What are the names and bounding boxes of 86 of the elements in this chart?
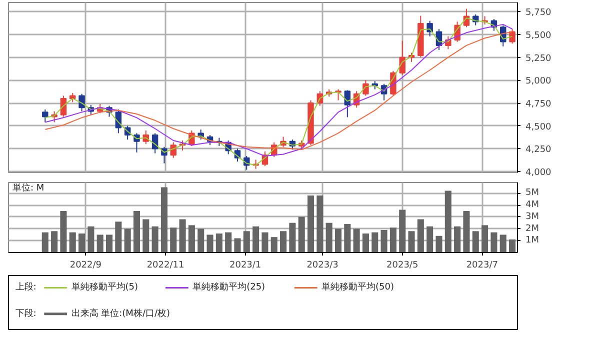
x-tick-label: 2023/1 — [230, 260, 262, 270]
bar — [344, 224, 351, 252]
bar — [42, 232, 48, 252]
bar — [270, 237, 278, 252]
legend-label: 単純移動平均(50) — [322, 282, 394, 293]
bar — [152, 226, 158, 252]
bar — [289, 222, 296, 252]
bar — [307, 196, 314, 252]
y-tick-label: 2M — [526, 224, 539, 234]
candlestick — [60, 95, 67, 118]
bar — [234, 238, 241, 252]
candlestick — [344, 90, 351, 118]
y-tick-label: 4,250 — [526, 145, 552, 156]
bar — [78, 234, 86, 252]
bar — [362, 234, 369, 252]
candlestick — [362, 80, 369, 96]
bar — [316, 196, 324, 252]
x-tick-label: 2023/3 — [306, 260, 338, 270]
bar — [417, 219, 424, 252]
bar — [280, 231, 287, 252]
legend-title: 下段: — [15, 308, 36, 319]
x-tick-label: 2023/5 — [386, 260, 418, 270]
legend-label: 単純移動平均(5) — [71, 282, 138, 293]
bar — [243, 231, 250, 252]
bar — [426, 226, 434, 252]
y-tick-label: 4,750 — [526, 100, 552, 110]
bar — [399, 210, 406, 252]
bar — [454, 226, 461, 252]
bar — [380, 230, 388, 252]
bar — [444, 190, 452, 252]
bar — [198, 228, 204, 252]
candlestick — [78, 93, 85, 112]
bar — [142, 219, 150, 252]
y-tick-label: 5,000 — [526, 76, 552, 87]
bar — [298, 216, 305, 252]
bar — [390, 228, 396, 252]
candlestick — [42, 108, 48, 123]
candlestick — [509, 28, 516, 44]
bar — [490, 232, 498, 252]
candlestick — [399, 40, 406, 76]
bar — [225, 232, 232, 252]
bar — [353, 228, 360, 252]
bar — [60, 210, 67, 252]
bar — [334, 228, 342, 252]
bar — [436, 236, 442, 252]
bar — [179, 219, 186, 252]
bar — [124, 228, 131, 252]
y-tick-label: 5,250 — [526, 54, 552, 64]
bar — [106, 234, 113, 252]
y-tick-label: 4,500 — [526, 122, 552, 132]
bar — [500, 234, 506, 252]
legend-label: 単純移動平均(25) — [192, 282, 266, 293]
x-tick-label: 2022/9 — [70, 260, 102, 270]
bar — [96, 234, 104, 252]
bar — [170, 228, 177, 252]
bar — [262, 232, 268, 252]
bar — [51, 231, 58, 252]
bar — [69, 232, 76, 252]
y-tick-label: 4,000 — [526, 168, 552, 178]
bar — [326, 222, 332, 252]
annotation: 単位: M — [12, 182, 44, 194]
x-tick-label: 2022/11 — [146, 260, 184, 270]
bar — [252, 226, 260, 252]
bar — [372, 232, 378, 252]
bar — [216, 234, 222, 252]
y-tick-label: 4M — [526, 200, 539, 210]
bar — [482, 225, 488, 252]
bar — [206, 234, 214, 252]
legend-title: 上段: — [15, 282, 36, 293]
bar — [160, 187, 168, 252]
y-tick-label: 5,750 — [526, 8, 552, 18]
bar — [133, 210, 140, 252]
bar — [508, 239, 516, 252]
y-tick-label: 3M — [526, 212, 539, 222]
candlestick — [70, 92, 76, 103]
x-tick-label: 2023/7 — [466, 260, 498, 270]
y-tick-label: 5,500 — [526, 30, 552, 41]
bar — [115, 222, 122, 252]
bar — [408, 231, 415, 252]
y-tick-label: 5M — [526, 188, 539, 198]
bar — [188, 225, 195, 252]
bar — [472, 231, 479, 252]
legend-label: 出来高 単位:(M株/口/枚) — [71, 308, 170, 319]
bar — [88, 226, 94, 252]
bar — [463, 210, 470, 252]
y-tick-label: 1M — [526, 236, 539, 246]
